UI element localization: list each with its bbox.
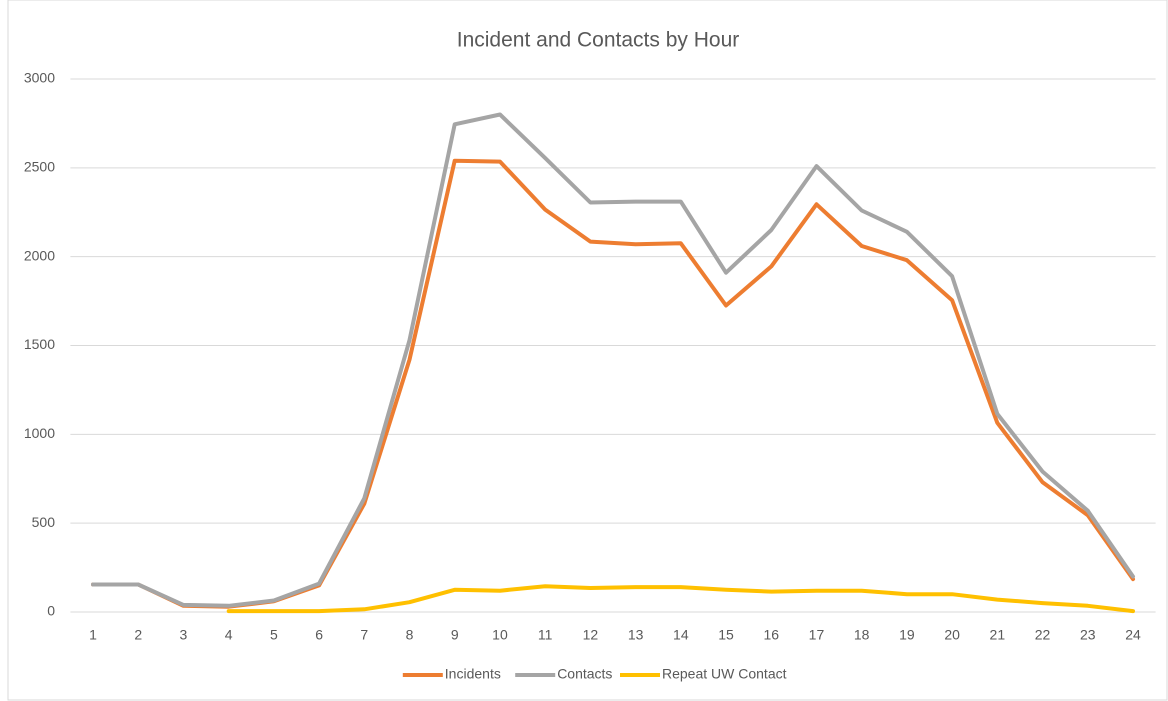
x-tick-label: 15 xyxy=(718,627,734,643)
legend-label: Incidents xyxy=(445,666,501,682)
x-tick-label: 2 xyxy=(134,627,142,643)
x-tick-label: 23 xyxy=(1080,627,1096,643)
y-tick-label: 2500 xyxy=(24,159,55,175)
x-tick-label: 19 xyxy=(899,627,915,643)
x-tick-label: 1 xyxy=(89,627,97,643)
y-tick-label: 2000 xyxy=(24,247,55,263)
x-tick-label: 5 xyxy=(270,627,278,643)
x-tick-label: 3 xyxy=(180,627,188,643)
legend-label: Contacts xyxy=(557,666,612,682)
y-tick-label: 0 xyxy=(47,603,55,619)
y-tick-label: 1500 xyxy=(24,336,55,352)
x-tick-label: 8 xyxy=(406,627,414,643)
line-series xyxy=(91,112,1135,608)
x-tick-label: 10 xyxy=(492,627,508,643)
x-tick-label: 16 xyxy=(763,627,779,643)
x-tick-label: 6 xyxy=(315,627,323,643)
x-tick-label: 13 xyxy=(628,627,644,643)
y-tick-label: 3000 xyxy=(24,70,55,86)
legend-label: Repeat UW Contact xyxy=(662,666,787,682)
x-tick-label: 14 xyxy=(673,627,689,643)
x-tick-label: 17 xyxy=(809,627,825,643)
x-tick-label: 21 xyxy=(990,627,1006,643)
chart-area xyxy=(7,0,1168,701)
x-tick-label: 20 xyxy=(944,627,960,643)
y-tick-label: 500 xyxy=(32,514,56,530)
x-tick-label: 24 xyxy=(1125,627,1141,643)
chart-title: Incident and Contacts by Hour xyxy=(457,29,740,52)
x-tick-label: 22 xyxy=(1035,627,1051,643)
x-tick-label: 12 xyxy=(583,627,599,643)
x-tick-label: 9 xyxy=(451,627,459,643)
y-tick-label: 1000 xyxy=(24,425,55,441)
x-tick-label: 18 xyxy=(854,627,870,643)
x-tick-label: 11 xyxy=(538,627,553,643)
line-series xyxy=(226,584,1135,614)
x-tick-label: 4 xyxy=(225,627,233,643)
x-tick-label: 7 xyxy=(360,627,368,643)
